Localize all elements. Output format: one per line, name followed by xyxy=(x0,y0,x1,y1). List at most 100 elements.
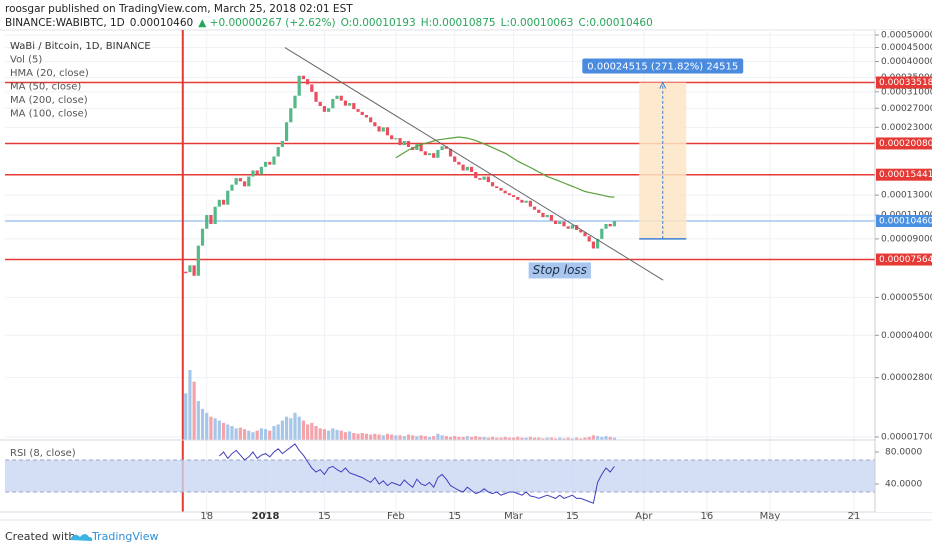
volume-bar xyxy=(226,424,230,440)
volume-bar xyxy=(385,433,390,440)
y-tick-label: 0.00009000 xyxy=(881,234,932,244)
y-tick-label: 0.00045000 xyxy=(881,43,932,53)
x-tick-label: Apr xyxy=(635,511,653,522)
candle xyxy=(436,150,440,158)
candle xyxy=(352,103,356,110)
candle xyxy=(289,108,293,123)
header-field: H:0.00010875 xyxy=(421,17,496,29)
header-field: BINANCE:WABIBTC, 1D xyxy=(5,17,125,29)
candle xyxy=(553,220,558,224)
y-tick-label: 0.00013000 xyxy=(881,191,932,201)
candle xyxy=(184,271,188,274)
candle xyxy=(259,166,263,175)
candle xyxy=(327,108,331,112)
volume-bar xyxy=(205,412,209,440)
volume-bar xyxy=(427,436,432,440)
candle xyxy=(457,161,461,165)
volume-bar xyxy=(293,412,297,440)
volume-bar xyxy=(579,438,583,440)
volume-bar xyxy=(331,428,335,440)
legend-entry: MA (50, close) xyxy=(10,82,81,93)
candle xyxy=(356,109,360,112)
volume-bar xyxy=(549,437,553,440)
volume-bar xyxy=(482,436,486,440)
candle xyxy=(335,95,339,99)
volume-bar xyxy=(339,430,343,440)
candle xyxy=(406,140,411,147)
volume-bar xyxy=(268,430,272,440)
volume-bar xyxy=(209,416,213,440)
measure-label: 0.00024515 (271.82%) 24515 xyxy=(587,62,738,73)
candle xyxy=(255,170,259,175)
volume-bar xyxy=(348,431,352,440)
candle xyxy=(482,176,486,180)
volume-bar xyxy=(490,436,495,440)
plot: BINANCE:WABIBTC, 1D 0.00010460 ▲ +0.000002… xyxy=(0,17,932,522)
volume-bar xyxy=(570,438,574,440)
candle xyxy=(612,220,617,227)
volume-bar xyxy=(465,436,469,440)
candle xyxy=(217,199,221,207)
candle xyxy=(490,182,495,187)
trendline xyxy=(284,47,664,281)
x-tick-label: Feb xyxy=(387,511,405,522)
price-tag: 0.00010460 xyxy=(879,216,932,226)
rsi-title: RSI (8, close) xyxy=(10,448,76,459)
y-tick-label: 0.00005500 xyxy=(881,293,932,303)
candle xyxy=(192,265,196,276)
candle xyxy=(398,138,402,146)
ma50-line xyxy=(395,136,615,198)
volume-bar xyxy=(234,428,238,440)
candle xyxy=(520,199,524,203)
volume-bar xyxy=(432,436,436,440)
volume-bar xyxy=(537,437,541,440)
volume-bar xyxy=(406,434,411,440)
volume-bar xyxy=(188,370,192,440)
candle xyxy=(377,126,381,132)
volume-bar xyxy=(528,436,532,440)
header-field: C:0.00010460 xyxy=(578,17,652,29)
price-tag: 0.00015441 xyxy=(879,170,932,180)
volume-bar xyxy=(436,433,440,440)
candle xyxy=(301,75,306,80)
volume-bar xyxy=(352,433,356,440)
footer-brand[interactable]: TradingView xyxy=(91,530,158,543)
volume-bar xyxy=(448,436,453,440)
candle xyxy=(360,111,364,116)
volume-bar xyxy=(469,436,474,440)
candle xyxy=(213,206,217,224)
candle xyxy=(293,95,297,109)
volume-bar xyxy=(306,424,310,440)
candle xyxy=(276,146,280,157)
volume-bar xyxy=(507,437,511,440)
candle xyxy=(209,215,213,224)
volume-bar xyxy=(591,435,596,440)
candle xyxy=(507,193,511,196)
volume-bar xyxy=(327,430,331,440)
volume-bar xyxy=(381,435,385,440)
volume-bar xyxy=(499,437,503,440)
volume-bar xyxy=(314,426,318,440)
volume-bar xyxy=(440,435,444,440)
volume-bar xyxy=(457,436,461,440)
volume-bar xyxy=(301,420,306,440)
volume-bar xyxy=(415,436,419,440)
volume-bar xyxy=(230,426,234,440)
volume-bar xyxy=(322,429,327,440)
candle xyxy=(318,101,322,107)
header-field: O:0.00010193 xyxy=(341,17,416,29)
candle xyxy=(364,115,369,118)
x-tick-label: 15 xyxy=(318,511,331,522)
x-tick-label: May xyxy=(760,511,781,522)
y-tick-label: 0.00031000 xyxy=(881,87,932,97)
price-tag: 0.00007564 xyxy=(879,255,932,265)
volume-bar xyxy=(238,427,242,440)
volume-bar xyxy=(516,436,520,440)
volume-bar xyxy=(486,437,490,440)
x-tick-label: 16 xyxy=(701,511,714,522)
price-tag-bg xyxy=(876,214,932,227)
volume-bar xyxy=(377,434,381,440)
candle xyxy=(532,206,537,210)
volume-bar xyxy=(583,437,587,440)
